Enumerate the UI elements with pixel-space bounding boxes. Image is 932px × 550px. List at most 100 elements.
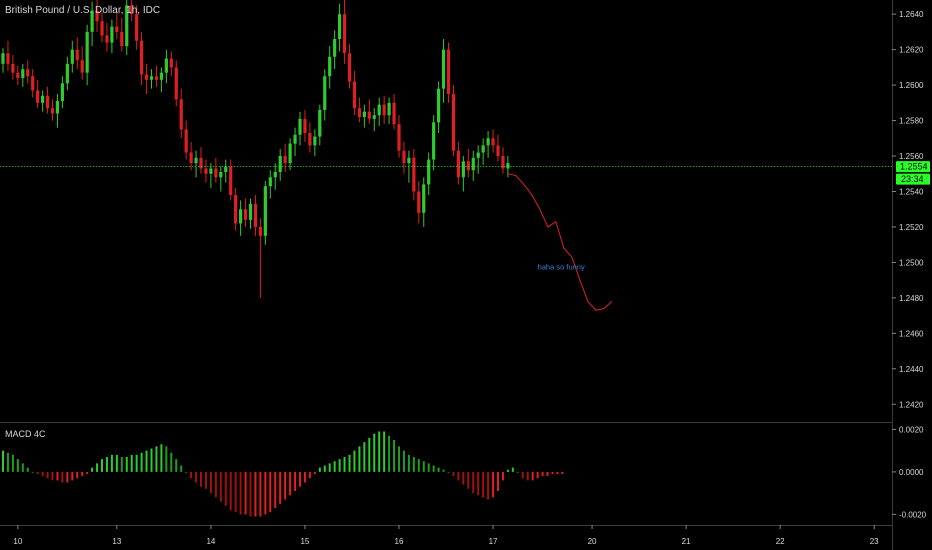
macd-bar	[110, 454, 113, 472]
drawing-zigzag[interactable]	[507, 173, 613, 311]
macd-bar	[299, 471, 301, 487]
candle-body	[65, 63, 69, 84]
candle-body	[110, 26, 114, 43]
macd-bar	[125, 457, 128, 472]
last-price-box	[896, 161, 930, 173]
candle-body	[407, 157, 411, 164]
macd-bar	[120, 457, 123, 472]
candle-body	[288, 143, 292, 164]
macd-bar	[180, 465, 183, 472]
macd-bar	[185, 471, 188, 473]
macd-bar	[487, 471, 490, 500]
macd-bar	[427, 463, 430, 472]
candle-body	[204, 168, 208, 174]
candle-body	[31, 76, 35, 91]
macd-bar	[254, 471, 257, 517]
candle-body	[26, 69, 30, 77]
candle-body	[164, 58, 168, 73]
candle-body	[293, 134, 297, 144]
candle-body	[75, 49, 79, 61]
candle-body	[387, 102, 391, 116]
macd-bar	[497, 471, 499, 491]
candle-body	[362, 111, 366, 118]
macd-bar	[516, 471, 519, 473]
candle-body	[506, 163, 510, 169]
macd-bar	[96, 463, 99, 472]
macd-bar	[130, 454, 133, 472]
candle-body	[184, 129, 188, 153]
candle-body	[367, 111, 371, 119]
candle-body	[402, 150, 406, 164]
candle-body	[333, 39, 337, 57]
candle-body	[461, 161, 465, 178]
macd-bar	[338, 459, 341, 472]
price-tick-label: 1.2540	[899, 187, 924, 196]
candle-body	[120, 31, 124, 47]
macd-bar	[378, 431, 381, 472]
macd-bar	[511, 467, 514, 472]
candle-body	[135, 14, 139, 41]
macd-bar	[76, 471, 79, 479]
macd-bar	[219, 471, 222, 502]
macd-bar	[175, 459, 178, 472]
macd-bar	[442, 469, 445, 472]
macd-bar	[71, 471, 74, 481]
macd-bar	[200, 471, 202, 487]
macd-bar	[318, 467, 321, 472]
macd-bar	[328, 463, 331, 472]
price-tick-label: 1.2640	[899, 10, 924, 19]
candle-body	[417, 191, 421, 213]
candle-body	[338, 14, 342, 40]
last-price-label: 1.2554	[900, 162, 928, 172]
macd-bar	[551, 471, 554, 474]
macd-bar	[2, 450, 4, 472]
candle-body	[209, 168, 213, 174]
macd-bar	[204, 471, 207, 489]
drawing-annotation-text[interactable]: haha so funny	[538, 263, 585, 272]
macd-bar	[56, 471, 59, 481]
freehand-drawing[interactable]	[507, 173, 613, 311]
candle-body	[179, 99, 183, 130]
macd-bar	[393, 440, 396, 472]
candle-body	[41, 95, 45, 103]
macd-tick-label: 0.0000	[899, 468, 924, 477]
price-tick-label: 1.2500	[899, 258, 924, 267]
candle-body	[382, 104, 386, 116]
candle-body	[491, 138, 495, 146]
candle-body	[283, 156, 287, 164]
candle-body	[130, 5, 134, 15]
time-tick-label: 21	[682, 537, 691, 546]
candle-body	[239, 209, 243, 224]
candle-body	[253, 203, 258, 227]
candle-body	[189, 152, 193, 164]
candle-body	[486, 138, 490, 146]
macd-bar	[343, 457, 346, 472]
macd-bar	[363, 442, 366, 472]
candle-body	[154, 76, 159, 80]
candle-body	[248, 203, 253, 220]
candle-body	[303, 118, 307, 133]
macd-bar	[101, 459, 103, 472]
macd-bar	[105, 457, 108, 472]
macd-bar	[234, 471, 237, 513]
candle-body	[308, 132, 312, 146]
price-tick-label: 1.2460	[899, 329, 924, 338]
candle-body	[70, 49, 74, 64]
candle-body	[50, 108, 55, 114]
macd-bar	[31, 471, 34, 473]
time-tick-label: 10	[13, 537, 22, 546]
macd-bar	[407, 454, 410, 472]
macd-bar	[398, 446, 400, 472]
bar-countdown: 23:34	[901, 174, 924, 184]
macd-bar	[308, 471, 311, 479]
macd-bar	[209, 471, 212, 494]
candle-body	[115, 26, 119, 32]
price-tick-label: 1.2620	[899, 46, 924, 55]
price-tick-label: 1.2480	[899, 294, 924, 303]
candle-body	[357, 108, 361, 118]
macd-bar	[373, 433, 376, 472]
candle-body	[318, 109, 322, 137]
